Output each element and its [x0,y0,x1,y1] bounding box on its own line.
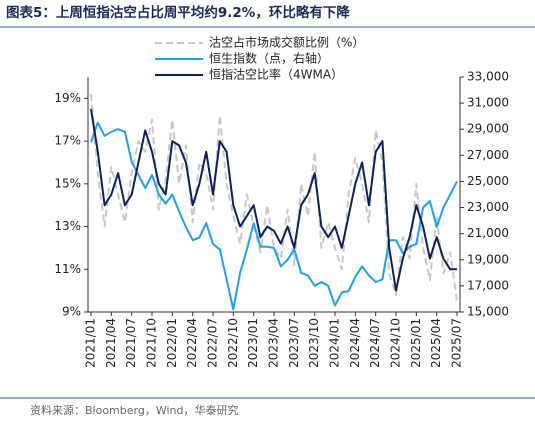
y2-tick-label: 21,000 [467,226,509,240]
y-tick-label: 11% [54,262,81,276]
x-tick-label: 2022/01 [165,318,179,368]
x-tick-label: 2023/04 [267,318,281,368]
x-tick-label: 2025/07 [450,318,464,368]
x-tick-label: 2023/07 [287,318,301,368]
x-tick-label: 2022/04 [185,318,199,368]
y2-tick-label: 31,000 [467,96,509,110]
x-tick-label: 2024/01 [328,318,342,368]
x-tick-label: 2021/04 [104,318,118,368]
y-tick-label: 19% [54,91,81,105]
legend-label: 恒指沽空比率（4WMA） [209,67,343,82]
y-tick-label: 15% [54,176,81,190]
y2-tick-label: 33,000 [467,70,509,84]
series-line [90,121,458,311]
series-line [90,94,458,302]
series-line [90,108,457,292]
y2-tick-label: 29,000 [467,122,509,136]
x-tick-label: 2021/01 [84,318,98,368]
y2-tick-label: 15,000 [467,305,509,319]
y2-tick-label: 27,000 [467,148,509,162]
y2-tick-label: 25,000 [467,174,509,188]
y2-tick-label: 17,000 [467,278,509,292]
x-tick-label: 2023/10 [307,318,321,368]
y2-tick-label: 23,000 [467,200,509,214]
x-tick-label: 2021/07 [124,318,138,368]
x-tick-label: 2023/01 [246,318,260,368]
x-tick-label: 2024/10 [389,318,403,368]
x-tick-label: 2024/04 [348,318,362,368]
x-tick-label: 2021/10 [145,318,159,368]
y-tick-label: 17% [54,134,81,148]
legend-label: 恒生指数（点，右轴） [209,51,329,66]
y-tick-label: 9% [62,305,81,319]
legend-label: 沽空占市场成交额比例（%） [209,35,364,50]
x-tick-label: 2025/01 [409,318,423,368]
chart-title: 图表5：上周恒指沽空占比周平均约9.2%，环比略有下降 [6,4,350,21]
x-tick-label: 2025/04 [429,318,443,368]
y2-tick-label: 19,000 [467,252,509,266]
y-tick-label: 13% [54,219,81,233]
x-tick-label: 2022/07 [206,318,220,368]
x-tick-label: 2022/10 [226,318,240,368]
source: 资料来源：Bloomberg，Wind，华泰研究 [30,403,238,417]
x-tick-label: 2024/07 [368,318,382,368]
